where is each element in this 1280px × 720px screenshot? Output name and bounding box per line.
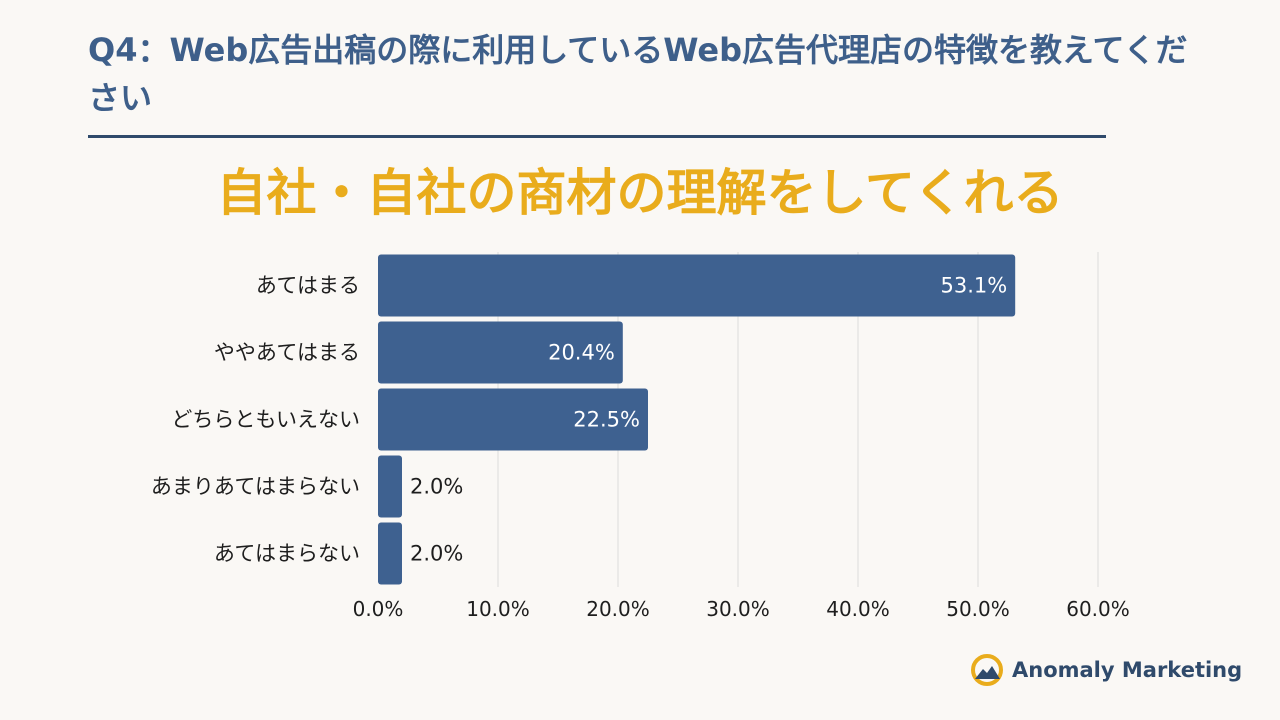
x-tick-label: 20.0% [586,597,650,621]
value-label: 22.5% [573,408,640,432]
category-label: どちらともいえない [171,408,360,432]
category-label: ややあてはまる [214,341,360,365]
question-heading: Q4：Web広告出稿の際に利用しているWeb広告代理店の特徴を教えてください [88,31,1188,117]
category-label: あてはまる [256,274,360,298]
brand-logo: Anomaly Marketing [970,650,1260,690]
x-tick-label: 0.0% [353,597,404,621]
brand-name: Anomaly Marketing [1012,658,1243,682]
x-tick-label: 10.0% [466,597,530,621]
value-label: 2.0% [410,542,463,566]
value-label: 53.1% [940,274,1007,298]
heading-divider [88,135,1106,138]
bar [378,522,402,585]
bar [378,388,648,451]
category-label: あてはまらない [214,542,360,566]
value-label: 2.0% [410,475,463,499]
x-tick-label: 30.0% [706,597,770,621]
x-tick-label: 60.0% [1066,597,1130,621]
x-tick-label: 50.0% [946,597,1010,621]
category-label: あまりあてはまらない [151,475,360,499]
chart-title: 自社・自社の商材の理解をしてくれる [216,164,1064,222]
bar [378,455,402,518]
mountain-sun-icon [971,654,1003,686]
bar [378,254,1016,317]
bar [378,321,623,384]
x-tick-label: 40.0% [826,597,890,621]
value-label: 20.4% [548,341,615,365]
